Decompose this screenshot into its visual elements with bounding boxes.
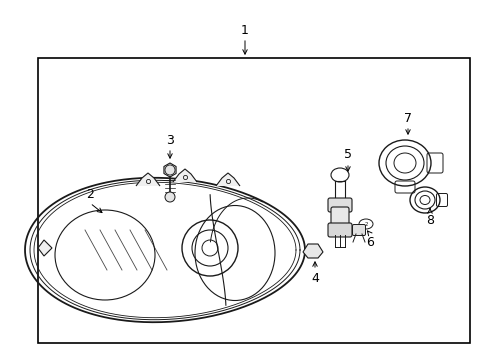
Polygon shape: [163, 163, 176, 177]
Text: 4: 4: [310, 271, 318, 284]
FancyBboxPatch shape: [330, 207, 348, 229]
FancyBboxPatch shape: [352, 225, 365, 235]
Polygon shape: [136, 173, 160, 186]
Text: 1: 1: [241, 23, 248, 36]
Text: 3: 3: [166, 134, 174, 147]
Polygon shape: [216, 173, 240, 186]
Text: 7: 7: [403, 112, 411, 125]
Text: 6: 6: [366, 235, 373, 248]
Text: 2: 2: [364, 221, 367, 226]
Text: 2: 2: [86, 189, 94, 202]
Polygon shape: [38, 240, 52, 256]
FancyBboxPatch shape: [327, 223, 351, 237]
Bar: [38, 58, 469, 343]
Text: 8: 8: [425, 213, 433, 226]
Polygon shape: [303, 244, 323, 258]
Polygon shape: [173, 169, 197, 182]
FancyBboxPatch shape: [327, 198, 351, 212]
Circle shape: [164, 192, 175, 202]
Text: 5: 5: [343, 148, 351, 162]
